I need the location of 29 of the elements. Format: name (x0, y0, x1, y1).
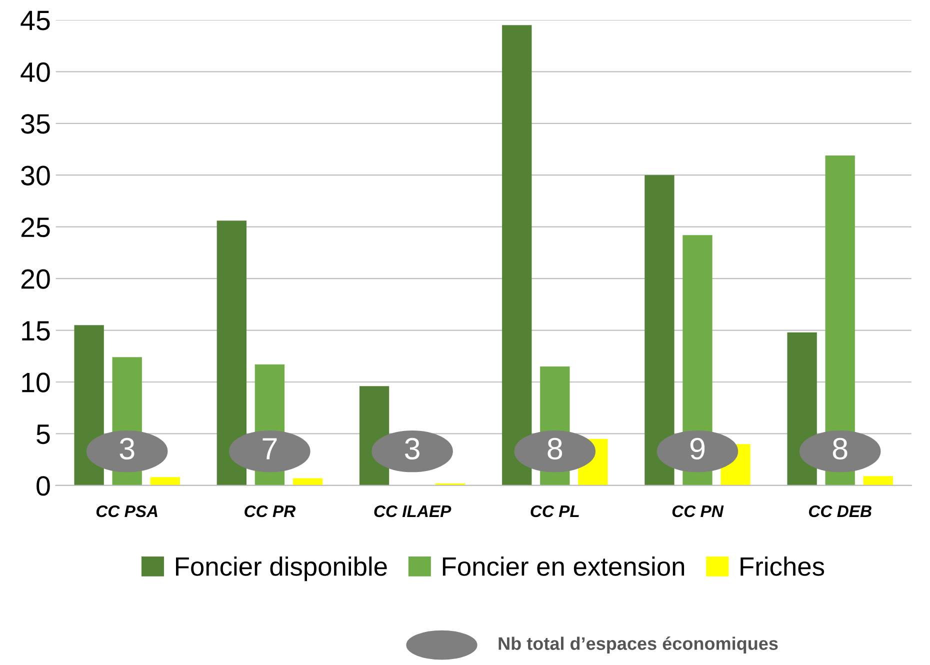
bar (150, 477, 180, 486)
y-tick-label: 35 (21, 114, 50, 134)
y-tick-label: 5 (36, 424, 50, 444)
annotation: 7 (262, 438, 277, 460)
bar (292, 478, 323, 486)
bar (863, 476, 893, 486)
y-tick-label: 40 (20, 62, 50, 82)
y-tick-label: 20 (21, 269, 50, 289)
y-tick-label: 0 (36, 476, 50, 496)
y-tick-label: 30 (21, 166, 50, 186)
annotation: 9 (690, 438, 705, 460)
annotation: 8 (832, 438, 848, 460)
x-tick-label: CC PN (672, 505, 724, 518)
legend-label: Foncier disponible (176, 556, 387, 582)
legend-label: Friches (740, 556, 824, 576)
legend-label: Foncier en extension (442, 556, 684, 576)
y-tick-label: 45 (20, 10, 50, 30)
annotation: 3 (404, 438, 420, 460)
y-tick-label: 25 (21, 218, 50, 238)
x-tick-label: CC DEB (808, 505, 872, 518)
y-tick-label: 10 (22, 372, 50, 392)
x-tick-label: CC PL (530, 505, 579, 518)
x-tick-label: CC PSA (96, 505, 158, 518)
annotation: 3 (120, 438, 134, 460)
y-tick-label: 15 (22, 321, 50, 341)
x-tick-label: CC PR (244, 505, 296, 518)
text: Nb total d’espaces économiques (498, 636, 778, 654)
x-tick-label: CC ILAEP (374, 505, 452, 518)
annotation: 8 (548, 438, 562, 460)
